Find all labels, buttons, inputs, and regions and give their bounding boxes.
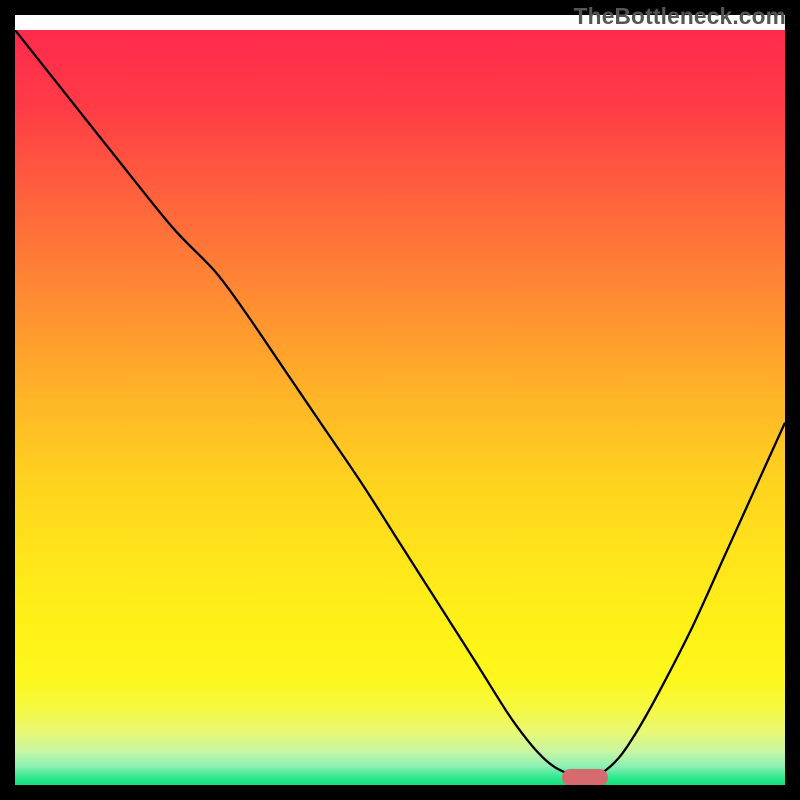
plot-area (15, 30, 785, 785)
curve-layer (15, 30, 785, 785)
bottleneck-curve (15, 30, 785, 776)
watermark-text: TheBottleneck.com (574, 3, 786, 30)
optimal-marker (562, 769, 608, 785)
chart-frame: TheBottleneck.com (0, 0, 800, 800)
